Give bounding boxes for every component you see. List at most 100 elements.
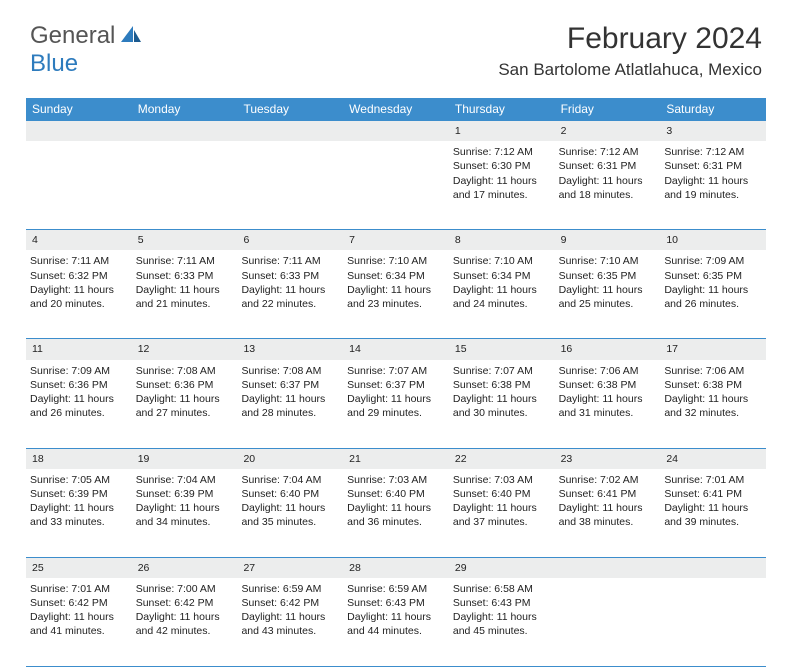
empty-day-number [237, 121, 343, 141]
daylight-text: and 17 minutes. [453, 188, 551, 202]
sunrise-text: Sunrise: 7:04 AM [136, 473, 234, 487]
daylight-text: and 36 minutes. [347, 515, 445, 529]
day-cell: Sunrise: 6:58 AMSunset: 6:43 PMDaylight:… [449, 578, 555, 666]
day-number: 2 [555, 121, 661, 141]
daylight-text: Daylight: 11 hours [241, 283, 339, 297]
sunset-text: Sunset: 6:43 PM [453, 596, 551, 610]
daylight-text: Daylight: 11 hours [559, 392, 657, 406]
sunset-text: Sunset: 6:40 PM [241, 487, 339, 501]
daylight-text: Daylight: 11 hours [453, 392, 551, 406]
day-number: 8 [449, 230, 555, 250]
sunrise-text: Sunrise: 7:06 AM [559, 364, 657, 378]
daylight-text: and 24 minutes. [453, 297, 551, 311]
daylight-text: Daylight: 11 hours [559, 174, 657, 188]
empty-day-number [26, 121, 132, 141]
daylight-text: Daylight: 11 hours [559, 283, 657, 297]
day-cell: Sunrise: 7:03 AMSunset: 6:40 PMDaylight:… [449, 469, 555, 557]
sunset-text: Sunset: 6:36 PM [30, 378, 128, 392]
day-number: 29 [449, 558, 555, 578]
sunrise-text: Sunrise: 7:11 AM [30, 254, 128, 268]
daylight-text: and 39 minutes. [664, 515, 762, 529]
sunset-text: Sunset: 6:42 PM [30, 596, 128, 610]
day-number-text: 1 [455, 125, 461, 137]
day-number-text: 5 [138, 234, 144, 246]
sunset-text: Sunset: 6:38 PM [559, 378, 657, 392]
daylight-text: Daylight: 11 hours [559, 501, 657, 515]
month-title: February 2024 [498, 22, 762, 56]
empty-cell [132, 141, 238, 229]
sunrise-text: Sunrise: 7:00 AM [136, 582, 234, 596]
sunrise-text: Sunrise: 7:01 AM [30, 582, 128, 596]
sunrise-text: Sunrise: 7:03 AM [453, 473, 551, 487]
day-number-text: 4 [32, 234, 38, 246]
weekday-header: Monday [132, 98, 238, 120]
day-cell: Sunrise: 7:07 AMSunset: 6:38 PMDaylight:… [449, 360, 555, 448]
empty-cell [26, 141, 132, 229]
day-number-text: 26 [138, 562, 150, 574]
header: General February 2024 San Bartolome Atla… [0, 0, 792, 90]
day-number-text: 12 [138, 343, 150, 355]
sunset-text: Sunset: 6:39 PM [30, 487, 128, 501]
day-number: 3 [660, 121, 766, 141]
weekday-header: Tuesday [237, 98, 343, 120]
day-cell: Sunrise: 7:06 AMSunset: 6:38 PMDaylight:… [555, 360, 661, 448]
sunset-text: Sunset: 6:35 PM [664, 269, 762, 283]
empty-day-number [132, 121, 238, 141]
daylight-text: and 44 minutes. [347, 624, 445, 638]
daylight-text: Daylight: 11 hours [136, 610, 234, 624]
sunrise-text: Sunrise: 7:09 AM [664, 254, 762, 268]
daylight-text: and 19 minutes. [664, 188, 762, 202]
day-number: 20 [237, 449, 343, 469]
day-number: 19 [132, 449, 238, 469]
daylight-text: and 43 minutes. [241, 624, 339, 638]
empty-cell [237, 141, 343, 229]
weekday-header: Saturday [660, 98, 766, 120]
day-number-text: 20 [243, 453, 255, 465]
weekday-header-row: SundayMondayTuesdayWednesdayThursdayFrid… [26, 98, 766, 120]
day-cell: Sunrise: 7:09 AMSunset: 6:35 PMDaylight:… [660, 250, 766, 338]
daylight-text: and 35 minutes. [241, 515, 339, 529]
brand-logo: General [30, 22, 145, 50]
calendar-body: 123Sunrise: 7:12 AMSunset: 6:30 PMDaylig… [26, 120, 766, 667]
sunset-text: Sunset: 6:41 PM [559, 487, 657, 501]
sunset-text: Sunset: 6:37 PM [347, 378, 445, 392]
day-info-row: Sunrise: 7:12 AMSunset: 6:30 PMDaylight:… [26, 141, 766, 229]
daylight-text: Daylight: 11 hours [664, 501, 762, 515]
sunset-text: Sunset: 6:42 PM [241, 596, 339, 610]
day-cell: Sunrise: 7:00 AMSunset: 6:42 PMDaylight:… [132, 578, 238, 666]
day-number-text: 29 [455, 562, 467, 574]
sunrise-text: Sunrise: 7:07 AM [453, 364, 551, 378]
empty-day-number [555, 558, 661, 578]
daylight-text: and 26 minutes. [30, 406, 128, 420]
sunrise-text: Sunrise: 7:10 AM [347, 254, 445, 268]
day-number-row: 1 23 [26, 120, 766, 141]
day-cell: Sunrise: 6:59 AMSunset: 6:43 PMDaylight:… [343, 578, 449, 666]
day-number-text: 22 [455, 453, 467, 465]
day-cell: Sunrise: 7:12 AMSunset: 6:31 PMDaylight:… [555, 141, 661, 229]
daylight-text: and 31 minutes. [559, 406, 657, 420]
day-number: 26 [132, 558, 238, 578]
daylight-text: Daylight: 11 hours [136, 283, 234, 297]
daylight-text: and 18 minutes. [559, 188, 657, 202]
daylight-text: Daylight: 11 hours [664, 392, 762, 406]
empty-cell [660, 578, 766, 666]
day-number: 9 [555, 230, 661, 250]
daylight-text: Daylight: 11 hours [30, 283, 128, 297]
day-number-text: 13 [243, 343, 255, 355]
title-block: February 2024 San Bartolome Atlatlahuca,… [498, 22, 762, 80]
day-number-text: 19 [138, 453, 150, 465]
daylight-text: Daylight: 11 hours [30, 501, 128, 515]
day-cell: Sunrise: 6:59 AMSunset: 6:42 PMDaylight:… [237, 578, 343, 666]
day-cell: Sunrise: 7:04 AMSunset: 6:39 PMDaylight:… [132, 469, 238, 557]
day-number: 23 [555, 449, 661, 469]
sunrise-text: Sunrise: 7:12 AM [453, 145, 551, 159]
sunrise-text: Sunrise: 7:12 AM [664, 145, 762, 159]
daylight-text: and 32 minutes. [664, 406, 762, 420]
sunrise-text: Sunrise: 6:58 AM [453, 582, 551, 596]
day-number-text: 7 [349, 234, 355, 246]
logo-sail-icon [119, 24, 143, 49]
daylight-text: and 21 minutes. [136, 297, 234, 311]
day-number-text: 18 [32, 453, 44, 465]
day-number-text: 9 [561, 234, 567, 246]
sunrise-text: Sunrise: 6:59 AM [347, 582, 445, 596]
